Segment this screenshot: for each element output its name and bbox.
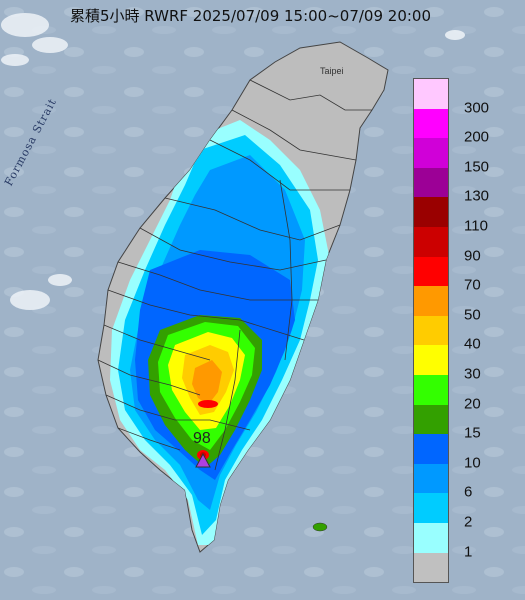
legend-label: 70: [464, 276, 481, 294]
legend-label: 10: [464, 454, 481, 472]
rain-zone-orange: [192, 360, 222, 405]
legend-label: 110: [464, 217, 488, 235]
legend-label: 130: [464, 187, 490, 205]
legend-label: 40: [464, 335, 481, 353]
green-island: [312, 522, 328, 532]
legend-label: 90: [464, 247, 481, 265]
triangle-marker-icon: [195, 452, 211, 468]
legend-swatch: [414, 256, 448, 287]
legend-label: 15: [464, 424, 481, 442]
legend-swatch: [414, 434, 448, 464]
legend-label: 50: [464, 306, 481, 324]
rain-zone-red: [198, 400, 218, 408]
legend-label: 200: [464, 128, 490, 146]
legend-swatch: [414, 315, 448, 346]
legend-swatch: [414, 374, 448, 405]
county-boundaries: [97, 79, 372, 471]
legend-label: 6: [464, 483, 473, 501]
legend-swatch: [414, 345, 448, 375]
legend-swatch: [414, 552, 448, 583]
legend-swatch: [414, 493, 448, 523]
color-legend: [413, 78, 449, 584]
legend-swatch: [414, 226, 448, 257]
legend-swatch: [414, 286, 448, 316]
city-label: Taipei: [320, 66, 344, 76]
legend-swatch: [414, 79, 448, 109]
legend-label: 150: [464, 158, 490, 176]
island-taiwan: [97, 41, 389, 553]
legend-label: 1: [464, 543, 473, 561]
legend-swatch: [414, 463, 448, 494]
legend-label: 2: [464, 513, 473, 531]
legend-label: 20: [464, 395, 481, 413]
legend-swatch: [414, 197, 448, 227]
legend-swatch: [414, 522, 448, 553]
cloud-layer: [1, 13, 465, 310]
legend-swatch: [414, 404, 448, 435]
legend-swatch: [414, 138, 448, 168]
max-value-label: 98: [193, 430, 211, 447]
map-title: 累積5小時 RWRF 2025/07/09 15:00~07/09 20:00: [70, 7, 432, 25]
legend-swatch: [414, 167, 448, 198]
legend-swatch: [414, 108, 448, 139]
legend-label: 300: [464, 99, 490, 117]
legend-label: 30: [464, 365, 481, 383]
